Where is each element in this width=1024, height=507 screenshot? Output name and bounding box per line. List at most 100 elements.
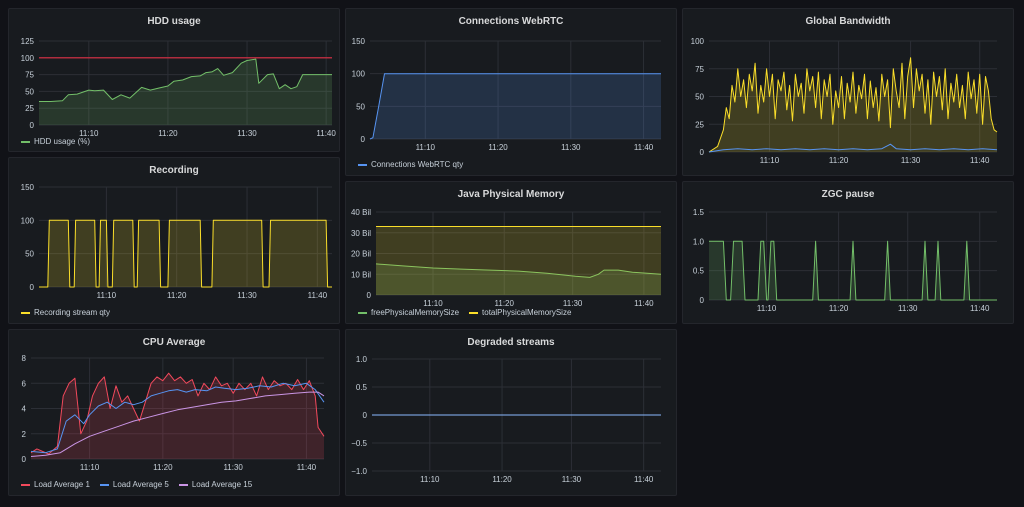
x-tick-label: 11:40 [634, 299, 654, 308]
x-tick-label: 11:20 [488, 143, 508, 152]
panel-cpu-average[interactable]: 0 2 4 6 8 11:10 11:20 11:30 11:40 CPU Average Lo… [8, 329, 340, 496]
y-tick-label: 4 [22, 405, 27, 414]
series-line [375, 263, 662, 278]
y-tick-label: 1.5 [693, 208, 705, 217]
series-line [39, 58, 332, 102]
series-area [370, 73, 661, 139]
y-tick-label: 50 [25, 250, 34, 259]
chart-svg: 0 0.5 1.0 1.5 11:10 11:20 11:30 11:40 [693, 208, 997, 313]
series-line [708, 143, 998, 153]
chart-svg: 0 10 Bil 20 Bil 30 Bil 40 Bil 11:10 11:20 11:30… [351, 208, 662, 308]
chart-svg: 0 50 100 150 11:10 11:20 11:30 11:40 [21, 183, 332, 300]
legend-label: Load Average 1 [34, 480, 90, 489]
panel-title: Java Physical Memory [457, 189, 565, 200]
y-tick-label: 100 [21, 216, 35, 225]
y-tick-label: 10 Bil [351, 270, 371, 279]
y-tick-label: 150 [21, 183, 35, 192]
y-tick-label: 1.0 [356, 355, 368, 364]
legend-swatch [21, 483, 30, 486]
y-tick-label: 0 [22, 455, 27, 464]
panel-connections-webrtc[interactable]: 0 50 100 150 11:10 11:20 11:30 11:40 Connection… [345, 8, 677, 176]
legend-label: Load Average 5 [112, 480, 169, 489]
legend-label: HDD usage (%) [34, 137, 91, 146]
y-tick-label: 0 [700, 148, 705, 157]
panel-java-physical-memory[interactable]: 0 10 Bil 20 Bil 30 Bil 40 Bil 11:10 11:20 11:30… [345, 181, 677, 324]
x-tick-label: 11:40 [297, 463, 317, 472]
legend-label: Connections WebRTC qty [371, 160, 464, 169]
panel-title: CPU Average [142, 337, 206, 348]
x-tick-label: 11:20 [492, 475, 512, 484]
legend-item[interactable]: Connections WebRTC qty [358, 160, 463, 169]
x-tick-label: 11:10 [79, 129, 99, 138]
x-tick-label: 11:20 [829, 156, 849, 165]
legend-swatch [469, 311, 479, 314]
x-tick-label: 11:20 [167, 291, 187, 300]
x-tick-label: 11:30 [237, 291, 257, 300]
legend-item[interactable]: freePhysicalMemorySize [358, 308, 459, 317]
series-area [31, 373, 324, 459]
x-tick-label: 11:40 [970, 156, 990, 165]
y-tick-label: 40 Bil [351, 208, 371, 217]
legend-item[interactable]: Load Average 15 [178, 480, 252, 489]
x-tick-label: 11:10 [97, 291, 117, 300]
panel-recording[interactable]: 0 50 100 150 11:10 11:20 11:30 11:40 Recording … [8, 157, 340, 324]
panel-title: HDD usage [147, 16, 201, 27]
series-line [30, 391, 325, 457]
series-area [39, 220, 332, 287]
legend-item[interactable]: Load Average 5 [99, 480, 169, 489]
series-line [39, 219, 332, 288]
y-tick-label: 100 [21, 54, 35, 63]
legend-swatch [21, 140, 30, 143]
y-tick-label: 50 [695, 93, 704, 102]
x-tick-label: 11:30 [237, 129, 257, 138]
y-tick-label: 2 [22, 430, 27, 439]
x-tick-label: 11:40 [316, 129, 336, 138]
y-tick-label: 0.5 [693, 267, 705, 276]
panel-hdd-usage[interactable]: 0 25 50 75 100 125 11:10 11:20 11:30 11:40 HDD us… [8, 8, 340, 152]
series-area [709, 241, 997, 300]
legend-item[interactable]: totalPhysicalMemorySize [469, 308, 571, 317]
legend: Recording stream qty [21, 308, 110, 317]
series-line [709, 240, 997, 301]
y-tick-label: 0 [367, 291, 372, 300]
x-tick-label: 11:10 [416, 143, 436, 152]
panel-zgc-pause[interactable]: 0 0.5 1.0 1.5 11:10 11:20 11:30 11:40 ZGC pause [682, 181, 1014, 324]
x-tick-label: 11:30 [223, 463, 243, 472]
x-tick-label: 11:20 [158, 129, 178, 138]
y-tick-label: 100 [352, 70, 366, 79]
x-tick-label: 11:30 [563, 299, 583, 308]
series-line [30, 382, 325, 454]
y-tick-label: −1.0 [351, 467, 367, 476]
chart-svg: 0 25 50 75 100 125 11:10 11:20 11:30 11:40 [21, 37, 337, 138]
y-tick-label: 25 [695, 120, 704, 129]
y-tick-label: 0 [700, 296, 705, 305]
y-tick-label: 75 [25, 71, 34, 80]
x-tick-label: 11:10 [80, 463, 100, 472]
chart-svg: 0 50 100 150 11:10 11:20 11:30 11:40 [352, 37, 661, 152]
legend-item[interactable]: Recording stream qty [21, 308, 110, 317]
legend-swatch [21, 311, 30, 314]
series-line [369, 73, 661, 140]
x-tick-label: 11:20 [829, 304, 849, 313]
x-tick-label: 11:10 [423, 299, 443, 308]
legend-swatch [99, 483, 109, 486]
panel-degraded-streams[interactable]: −1.0 −0.5 0 0.5 1.0 11:10 11:20 11:30 11:40 Degr… [345, 329, 677, 496]
y-tick-label: 1.0 [693, 237, 705, 246]
series-area [376, 226, 661, 295]
series-line [708, 57, 998, 153]
legend-item[interactable]: HDD usage (%) [21, 137, 90, 146]
legend-item[interactable]: Load Average 1 [21, 480, 90, 489]
panel-title: Connections WebRTC [458, 16, 564, 27]
y-tick-label: 50 [356, 102, 365, 111]
chart-svg: 0 2 4 6 8 11:10 11:20 11:30 11:40 [22, 354, 325, 472]
chart-svg: 0 25 50 75 100 11:10 11:20 11:30 11:40 [691, 37, 998, 165]
y-tick-label: 125 [21, 37, 35, 46]
y-tick-label: 0 [30, 121, 35, 130]
legend-label: Recording stream qty [34, 308, 111, 317]
y-tick-label: 150 [352, 37, 366, 46]
legend-label: totalPhysicalMemorySize [482, 308, 572, 317]
series-area [39, 59, 332, 125]
panel-global-bandwidth[interactable]: 0 25 50 75 100 11:10 11:20 11:30 11:40 Global Ba… [682, 8, 1014, 176]
x-tick-label: 11:30 [561, 143, 581, 152]
y-tick-label: 0.5 [356, 383, 368, 392]
